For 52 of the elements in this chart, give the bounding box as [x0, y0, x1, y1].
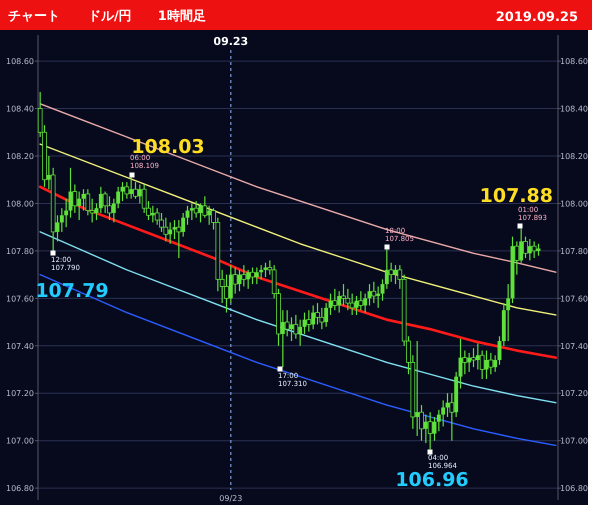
x-tick-label: 09/23: [219, 494, 242, 503]
candlestick: [345, 288, 350, 311]
y2-tick-label: 107.60: [560, 294, 588, 304]
text: 2019.09.25: [496, 10, 578, 25]
line-series: [39, 274, 557, 446]
ref-line-label: 09.23: [213, 35, 248, 48]
candlestick: [250, 266, 255, 285]
y-tick-label: 107.40: [6, 342, 34, 351]
candlestick: [488, 352, 494, 375]
line-series: [38, 186, 558, 359]
annotation: 106.96: [395, 469, 469, 491]
y-tick-label: 107.80: [6, 246, 34, 256]
y-tick-label: 107.60: [6, 294, 34, 304]
line-series: [39, 103, 557, 273]
candlestick: [358, 290, 364, 311]
y2-tick-label: 108.20: [560, 152, 588, 161]
y2-tick-label: 108.60: [560, 57, 588, 66]
candlestick: [241, 264, 246, 288]
candlestick: [350, 292, 355, 316]
candlestick: [124, 181, 130, 200]
y-tick-label: 108.00: [6, 199, 34, 208]
candlestick: [224, 274, 229, 314]
y-tick-label: 107.00: [6, 436, 34, 446]
candlestick: [371, 281, 376, 304]
y-tick-label: 108.60: [6, 57, 34, 66]
candlestick: [319, 307, 324, 330]
y-tick-label: 106.80: [6, 484, 34, 494]
candlestick: [194, 200, 199, 218]
y2-tick-label: 107.40: [560, 342, 588, 351]
y2-tick-label: 107.00: [560, 436, 588, 446]
y-tick-label: 107.20: [6, 389, 34, 398]
candlestick: [462, 350, 468, 375]
y2-tick-label: 107.80: [560, 246, 588, 256]
candlestick: [306, 310, 312, 332]
candlestick: [107, 196, 112, 221]
candlestick: [532, 240, 537, 259]
candlestick: [315, 302, 320, 326]
y2-tick-label: 108.40: [560, 104, 588, 114]
candlestick: [428, 412, 433, 450]
y2-tick-label: 106.80: [560, 484, 588, 494]
candlestick: [471, 348, 476, 368]
candlestick: [332, 288, 338, 311]
y2-tick-label: 108.00: [560, 199, 588, 208]
y2-tick-label: 107.20: [560, 389, 588, 398]
annotation: 107.88: [480, 185, 553, 207]
candlestick: [133, 181, 138, 200]
chart-title: チャート: [8, 9, 60, 24]
chart-subtitle: ドル/円 1時間足: [88, 9, 206, 24]
candlestick: [441, 400, 446, 428]
y-tick-label: 108.40: [6, 104, 34, 114]
y-tick-label: 108.20: [6, 152, 34, 161]
candlestick: [163, 217, 168, 242]
